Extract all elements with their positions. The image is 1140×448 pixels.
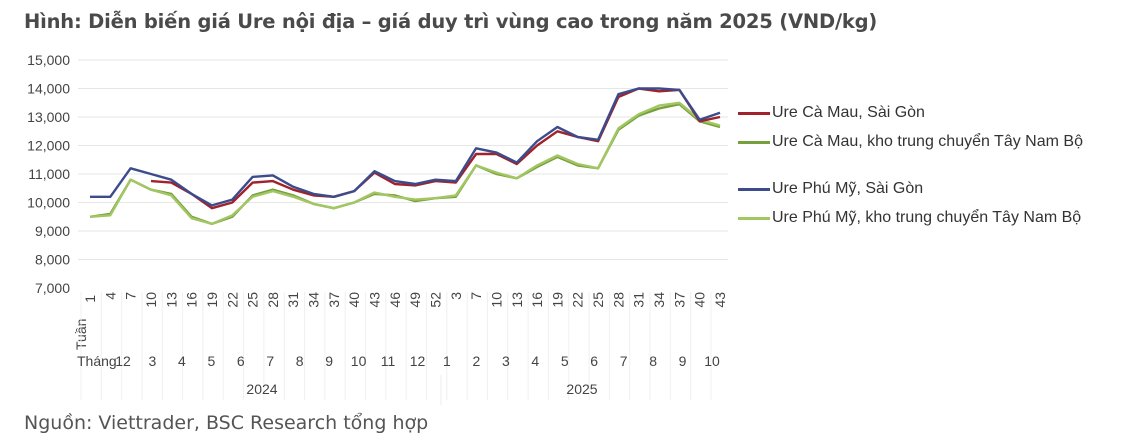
x-tick-label: 7: [468, 292, 484, 300]
x-tick-label: 40: [346, 292, 362, 308]
month-label: 7: [266, 353, 274, 369]
y-tick-label: 13,000: [27, 109, 70, 125]
y-tick-label: 10,000: [27, 195, 70, 211]
month-label: 8: [649, 353, 657, 369]
month-label: 12: [115, 353, 131, 369]
legend-swatch: [738, 140, 770, 144]
legend-swatch: [738, 111, 770, 115]
x-tick-label: 1: [82, 295, 98, 303]
legend-label: Ure Cà Mau, Sài Gòn: [772, 104, 925, 121]
x-tick-label: 31: [631, 292, 647, 308]
x-tick-label: 43: [367, 292, 383, 308]
x-tick-label: 25: [590, 292, 606, 308]
legend-item-phu-my-kho: Ure Phú Mỹ, kho trung chuyển Tây Nam Bộ: [738, 209, 1081, 227]
series-line-1: [150, 87, 721, 210]
month-label: 3: [502, 353, 510, 369]
x-tick-label: 31: [285, 292, 301, 308]
x-tick-label: 28: [610, 292, 626, 308]
x-tick-label: 37: [326, 292, 342, 308]
month-label: 12: [410, 353, 426, 369]
month-label: 9: [325, 353, 333, 369]
month-label: 6: [237, 353, 245, 369]
month-label: 10: [704, 353, 720, 369]
x-tick-label: 13: [509, 292, 525, 308]
x-tick-label: 13: [163, 292, 179, 308]
legend-label: Ure Phú Mỹ, kho trung chuyển Tây Nam Bộ: [772, 209, 1082, 226]
month-label: 5: [561, 353, 569, 369]
legend-item-ca-mau-kho: Ure Cà Mau, kho trung chuyển Tây Nam Bộ: [738, 133, 1083, 151]
x-tick-label: 25: [245, 292, 261, 308]
legend-item-ca-mau-sai-gon: Ure Cà Mau, Sài Gòn: [738, 104, 925, 122]
x-tick-label: 49: [407, 292, 423, 308]
y-tick-label: 8,000: [35, 252, 70, 268]
year-label: 2024: [246, 381, 277, 397]
x-tick-label: 4: [102, 292, 118, 300]
x-tick-label: 43: [712, 292, 728, 308]
series-line-3: [90, 87, 721, 207]
x-tick-label: 19: [549, 292, 565, 308]
month-label: 9: [679, 353, 687, 369]
year-label: 2025: [566, 381, 597, 397]
x-tick-label: 46: [387, 292, 403, 308]
x-tick-label: 34: [306, 292, 322, 308]
x-tick-label: 10: [488, 292, 504, 308]
x-tick-label: 52: [427, 292, 443, 308]
month-label: 4: [531, 353, 539, 369]
x-tick-label: 19: [204, 292, 220, 308]
source-note: Nguồn: Viettrader, BSC Research tổng hợp: [24, 412, 429, 434]
x-tick-label: 40: [692, 292, 708, 308]
series-line-4: [89, 101, 721, 226]
y-tick-label: 15,000: [27, 52, 70, 68]
x-tick-label: 3: [448, 292, 464, 300]
legend-label: Ure Cà Mau, kho trung chuyển Tây Nam Bộ: [772, 133, 1083, 150]
month-label: 3: [149, 353, 157, 369]
legend-swatch: [738, 187, 770, 191]
y-tick-label: 11,000: [28, 166, 70, 182]
legend-item-phu-my-sai-gon: Ure Phú Mỹ, Sài Gòn: [738, 180, 923, 198]
figure-title: Hình: Diễn biến giá Ure nội địa – giá du…: [24, 10, 878, 33]
x-tick-label: 22: [570, 292, 586, 308]
x-tick-label: 7: [123, 292, 139, 300]
legend-label: Ure Phú Mỹ, Sài Gòn: [772, 180, 924, 197]
month-label: 2: [473, 353, 481, 369]
month-label: 10: [351, 353, 367, 369]
month-label: 8: [296, 353, 304, 369]
month-label: 6: [590, 353, 598, 369]
x-tick-label: 22: [224, 292, 240, 308]
y-tick-label: 7,000: [35, 280, 70, 296]
month-label: 11: [381, 353, 396, 369]
x-tick-label: 37: [671, 292, 687, 308]
y-tick-label: 9,000: [35, 223, 70, 239]
month-axis-title: Tháng: [77, 353, 117, 369]
month-label: 4: [178, 353, 186, 369]
x-tick-label: 10: [143, 292, 159, 308]
month-label: 5: [207, 353, 215, 369]
x-tick-label: 34: [651, 292, 667, 308]
month-label: 1: [443, 353, 451, 369]
line-chart: 7,000 8,000 9,000 10,000 11,000 12,000 13,000 1…: [27, 52, 728, 405]
y-tick-label: 14,000: [27, 81, 70, 97]
month-label: 7: [620, 353, 628, 369]
x-tick-label: 16: [529, 292, 545, 308]
y-tick-label: 12,000: [27, 138, 70, 154]
x-tick-label: 16: [184, 292, 200, 308]
x-tick-label: 28: [265, 292, 281, 308]
legend-swatch: [738, 216, 770, 220]
